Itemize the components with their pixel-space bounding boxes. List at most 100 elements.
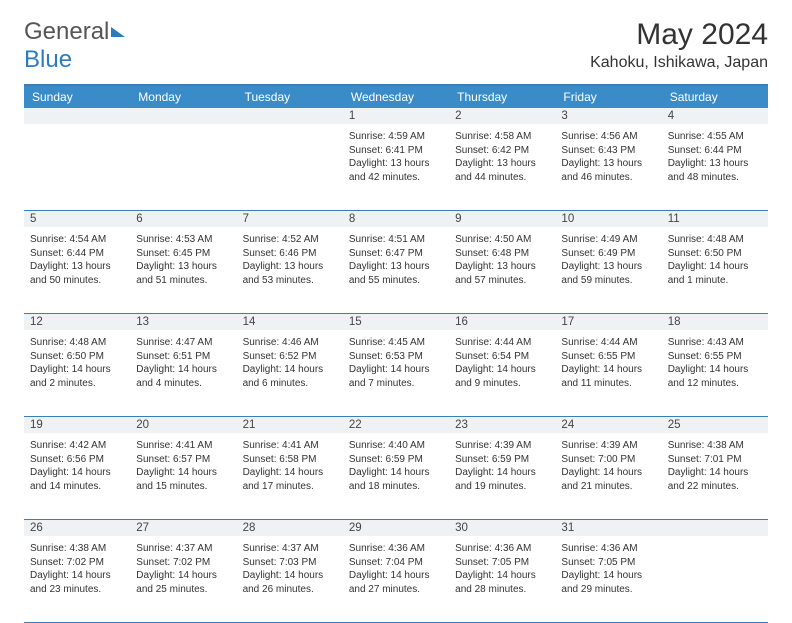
sunset-text: Sunset: 6:51 PM [136,350,230,364]
day-number: 17 [555,314,661,330]
daylight-line1: Daylight: 14 hours [561,363,655,377]
daylight-line2: and 44 minutes. [455,171,549,185]
day-number: 27 [130,520,236,536]
sunset-text: Sunset: 7:04 PM [349,556,443,570]
calendar-cell [662,536,768,622]
sunset-text: Sunset: 6:58 PM [243,453,337,467]
sunset-text: Sunset: 6:55 PM [561,350,655,364]
calendar-cell: Sunrise: 4:42 AMSunset: 6:56 PMDaylight:… [24,433,130,519]
daylight-line2: and 46 minutes. [561,171,655,185]
calendar-cell: Sunrise: 4:54 AMSunset: 6:44 PMDaylight:… [24,227,130,313]
sunrise-text: Sunrise: 4:42 AM [30,439,124,453]
logo-text-blue: Blue [24,46,72,73]
daylight-line2: and 4 minutes. [136,377,230,391]
day-number: 18 [662,314,768,330]
daylight-line1: Daylight: 13 hours [243,260,337,274]
cell-body: Sunrise: 4:53 AMSunset: 6:45 PMDaylight:… [136,231,230,287]
daynum-row: 19202122232425 [24,417,768,433]
day-number: 12 [24,314,130,330]
sunrise-text: Sunrise: 4:36 AM [349,542,443,556]
sunset-text: Sunset: 6:59 PM [455,453,549,467]
cell-body: Sunrise: 4:47 AMSunset: 6:51 PMDaylight:… [136,334,230,390]
sunset-text: Sunset: 6:41 PM [349,144,443,158]
sunrise-text: Sunrise: 4:45 AM [349,336,443,350]
calendar-cell: Sunrise: 4:36 AMSunset: 7:04 PMDaylight:… [343,536,449,622]
daylight-line2: and 59 minutes. [561,274,655,288]
calendar-cell: Sunrise: 4:55 AMSunset: 6:44 PMDaylight:… [662,124,768,210]
logo-text-general: General [24,18,109,45]
calendar-cell: Sunrise: 4:44 AMSunset: 6:54 PMDaylight:… [449,330,555,416]
sunset-text: Sunset: 7:05 PM [561,556,655,570]
sunset-text: Sunset: 6:47 PM [349,247,443,261]
daylight-line1: Daylight: 14 hours [349,466,443,480]
cell-body: Sunrise: 4:46 AMSunset: 6:52 PMDaylight:… [243,334,337,390]
cell-body: Sunrise: 4:41 AMSunset: 6:58 PMDaylight:… [243,437,337,493]
day-number: 20 [130,417,236,433]
day-header-wednesday: Wednesday [343,86,449,108]
daylight-line2: and 25 minutes. [136,583,230,597]
sunset-text: Sunset: 7:02 PM [30,556,124,570]
week-row: Sunrise: 4:42 AMSunset: 6:56 PMDaylight:… [24,433,768,520]
sunset-text: Sunset: 6:48 PM [455,247,549,261]
day-number: 16 [449,314,555,330]
daylight-line2: and 18 minutes. [349,480,443,494]
cell-body: Sunrise: 4:41 AMSunset: 6:57 PMDaylight:… [136,437,230,493]
sunrise-text: Sunrise: 4:47 AM [136,336,230,350]
daylight-line1: Daylight: 13 hours [136,260,230,274]
daylight-line2: and 12 minutes. [668,377,762,391]
cell-body: Sunrise: 4:50 AMSunset: 6:48 PMDaylight:… [455,231,549,287]
day-number: 14 [237,314,343,330]
day-number: 21 [237,417,343,433]
sunrise-text: Sunrise: 4:44 AM [455,336,549,350]
daylight-line2: and 42 minutes. [349,171,443,185]
calendar-cell: Sunrise: 4:36 AMSunset: 7:05 PMDaylight:… [449,536,555,622]
daylight-line1: Daylight: 14 hours [243,569,337,583]
daylight-line1: Daylight: 14 hours [668,363,762,377]
calendar-cell: Sunrise: 4:48 AMSunset: 6:50 PMDaylight:… [662,227,768,313]
daylight-line2: and 55 minutes. [349,274,443,288]
daylight-line2: and 11 minutes. [561,377,655,391]
calendar-cell: Sunrise: 4:56 AMSunset: 6:43 PMDaylight:… [555,124,661,210]
cell-body: Sunrise: 4:54 AMSunset: 6:44 PMDaylight:… [30,231,124,287]
daylight-line1: Daylight: 14 hours [243,363,337,377]
sunrise-text: Sunrise: 4:37 AM [243,542,337,556]
daylight-line2: and 6 minutes. [243,377,337,391]
weeks-container: 1234Sunrise: 4:59 AMSunset: 6:41 PMDayli… [24,108,768,623]
daylight-line1: Daylight: 14 hours [455,569,549,583]
sunrise-text: Sunrise: 4:40 AM [349,439,443,453]
calendar-cell: Sunrise: 4:37 AMSunset: 7:03 PMDaylight:… [237,536,343,622]
day-number: 9 [449,211,555,227]
sunrise-text: Sunrise: 4:50 AM [455,233,549,247]
sunset-text: Sunset: 6:56 PM [30,453,124,467]
daylight-line2: and 7 minutes. [349,377,443,391]
daylight-line2: and 15 minutes. [136,480,230,494]
sunrise-text: Sunrise: 4:51 AM [349,233,443,247]
daylight-line1: Daylight: 13 hours [455,157,549,171]
daynum-row: 262728293031 [24,520,768,536]
day-number: 26 [24,520,130,536]
calendar-cell: Sunrise: 4:50 AMSunset: 6:48 PMDaylight:… [449,227,555,313]
cell-body: Sunrise: 4:39 AMSunset: 6:59 PMDaylight:… [455,437,549,493]
cell-body: Sunrise: 4:59 AMSunset: 6:41 PMDaylight:… [349,128,443,184]
calendar-cell [24,124,130,210]
day-header-thursday: Thursday [449,86,555,108]
daylight-line1: Daylight: 14 hours [30,466,124,480]
day-number: 10 [555,211,661,227]
calendar-cell: Sunrise: 4:51 AMSunset: 6:47 PMDaylight:… [343,227,449,313]
daylight-line2: and 19 minutes. [455,480,549,494]
day-number [237,108,343,124]
daynum-row: 12131415161718 [24,314,768,330]
daylight-line2: and 17 minutes. [243,480,337,494]
sunrise-text: Sunrise: 4:53 AM [136,233,230,247]
sunrise-text: Sunrise: 4:46 AM [243,336,337,350]
daylight-line1: Daylight: 14 hours [136,363,230,377]
day-number: 28 [237,520,343,536]
calendar-cell [130,124,236,210]
calendar-cell: Sunrise: 4:47 AMSunset: 6:51 PMDaylight:… [130,330,236,416]
daynum-row: 567891011 [24,211,768,227]
daylight-line2: and 28 minutes. [455,583,549,597]
cell-body: Sunrise: 4:51 AMSunset: 6:47 PMDaylight:… [349,231,443,287]
cell-body: Sunrise: 4:38 AMSunset: 7:01 PMDaylight:… [668,437,762,493]
cell-body: Sunrise: 4:43 AMSunset: 6:55 PMDaylight:… [668,334,762,390]
cell-body: Sunrise: 4:39 AMSunset: 7:00 PMDaylight:… [561,437,655,493]
